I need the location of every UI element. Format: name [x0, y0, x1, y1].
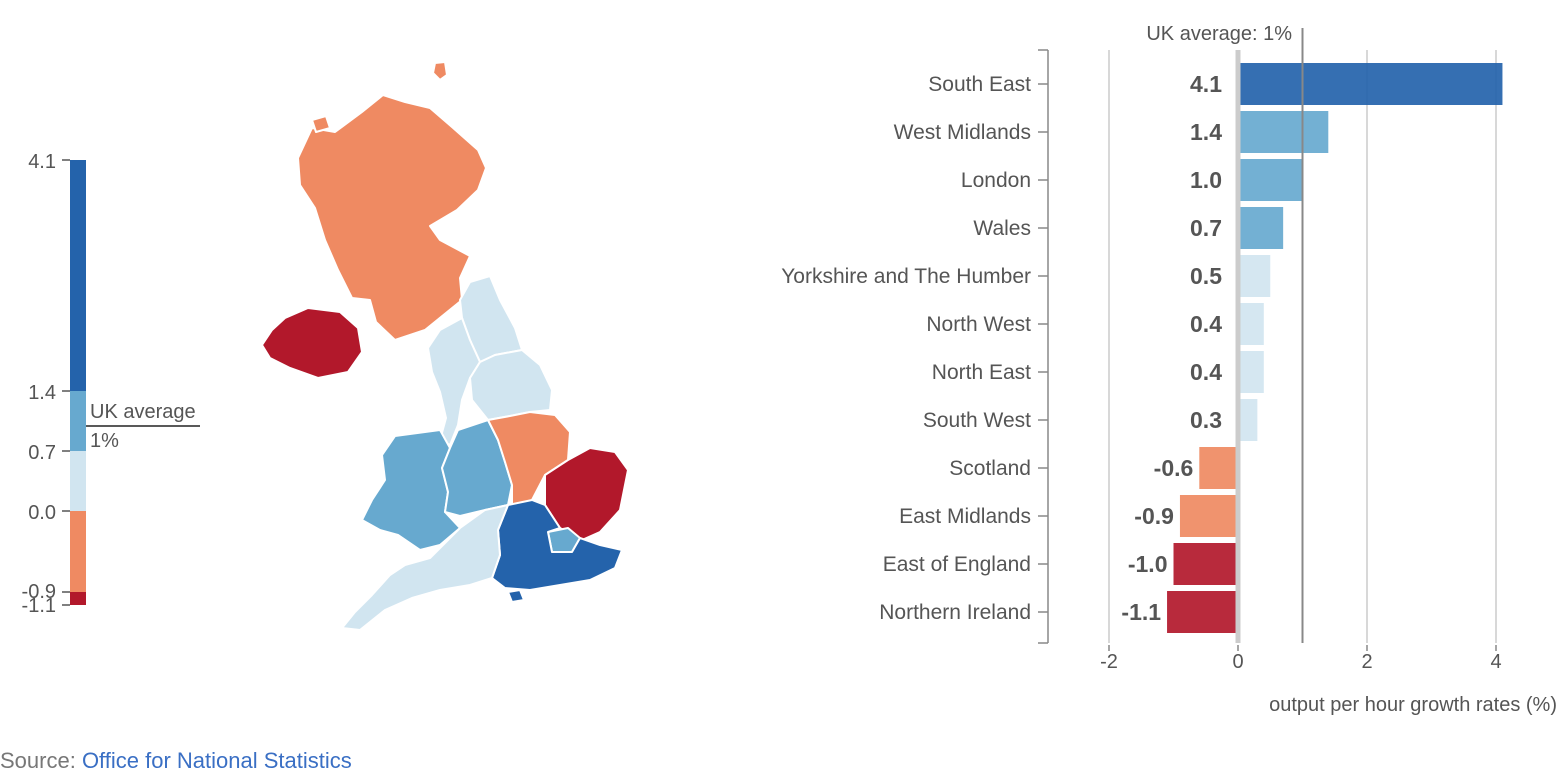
legend-average-label: UK average	[90, 401, 196, 423]
data-label: -1.0	[1128, 551, 1168, 577]
legend-tick-label: 0.0	[28, 502, 56, 524]
legend-band-red	[70, 592, 86, 605]
category-label: Northern Ireland	[879, 601, 1031, 624]
legend-tick-label: 0.7	[28, 442, 56, 464]
category-label: East Midlands	[899, 505, 1031, 528]
axes: -2 0 2 4 South East 4.1 West Midlands 1.4 London…	[781, 28, 1502, 673]
category-label: South East	[928, 73, 1031, 96]
legend-tick-label: -1.1	[22, 595, 56, 617]
map-region-east-of-england[interactable]	[544, 447, 629, 541]
color-legend: 4.1 1.4 0.7 0.0 -0.9 -1.1 UK average 1%	[22, 151, 200, 617]
category-label: South West	[923, 409, 1031, 432]
category-label: North West	[926, 313, 1031, 336]
bar[interactable]	[1238, 351, 1264, 393]
category-label: Scotland	[949, 457, 1031, 480]
map-region-northern-ireland[interactable]	[261, 307, 363, 379]
legend-tick-label: 1.4	[28, 382, 56, 404]
category-label: Yorkshire and The Humber	[781, 265, 1031, 288]
category-label: West Midlands	[894, 121, 1031, 144]
source-prefix: Source:	[0, 748, 82, 773]
map-region-scotland-islands[interactable]	[311, 61, 448, 133]
bar-chart: -2 0 2 4 South East 4.1 West Midlands 1.4 London…	[781, 23, 1557, 716]
bar[interactable]	[1238, 255, 1271, 297]
map-region-south-west[interactable]	[341, 504, 509, 631]
legend-band-orange	[70, 511, 86, 592]
map-region-scotland[interactable]	[297, 94, 487, 341]
legend-band-mid-blue	[70, 391, 86, 451]
bar[interactable]	[1238, 63, 1503, 105]
legend-tick-label: 4.1	[28, 151, 56, 173]
bar[interactable]	[1238, 207, 1284, 249]
legend-average-value: 1%	[90, 430, 119, 452]
x-tick-label: -2	[1100, 651, 1118, 673]
source-link[interactable]: Office for National Statistics	[81, 748, 352, 773]
x-tick-label: 2	[1361, 651, 1372, 673]
legend-tick-label: -0.9	[22, 581, 56, 603]
source-note: Source: Office for National Statistics	[0, 748, 352, 774]
data-label: 4.1	[1190, 71, 1222, 97]
data-label: -0.6	[1154, 455, 1194, 481]
data-label: -0.9	[1134, 503, 1174, 529]
x-axis-label: output per hour growth rates (%)	[1269, 694, 1557, 716]
category-label: North East	[932, 361, 1031, 384]
legend-band-dark-blue	[70, 160, 86, 391]
category-label: London	[961, 169, 1031, 192]
bar[interactable]	[1167, 591, 1238, 633]
x-tick-label: 4	[1490, 651, 1501, 673]
bar[interactable]	[1238, 399, 1258, 441]
bar[interactable]	[1238, 303, 1264, 345]
data-label: 1.0	[1190, 167, 1222, 193]
x-tick-label: 0	[1232, 651, 1243, 673]
category-label: Wales	[973, 217, 1031, 240]
map-region-isle-of-wight[interactable]	[507, 589, 525, 603]
data-label: 0.4	[1190, 311, 1222, 337]
data-label: 0.3	[1190, 407, 1222, 433]
data-label: 0.5	[1190, 263, 1222, 289]
uk-map	[261, 61, 629, 631]
data-label: -1.1	[1121, 599, 1161, 625]
legend-band-light-blue	[70, 451, 86, 511]
map-region-yorkshire[interactable]	[469, 349, 553, 421]
map-region-wales[interactable]	[361, 429, 461, 551]
data-label: 0.4	[1190, 359, 1222, 385]
grid	[1108, 50, 1497, 643]
bar[interactable]	[1173, 543, 1239, 585]
data-label: 0.7	[1190, 215, 1222, 241]
bar[interactable]	[1238, 111, 1329, 153]
category-label: East of England	[883, 553, 1031, 576]
reference-line-label: UK average: 1%	[1146, 23, 1292, 45]
bar[interactable]	[1199, 447, 1238, 489]
bars	[1167, 63, 1503, 633]
data-label: 1.4	[1190, 119, 1222, 145]
bar[interactable]	[1238, 159, 1303, 201]
bar[interactable]	[1179, 495, 1238, 537]
